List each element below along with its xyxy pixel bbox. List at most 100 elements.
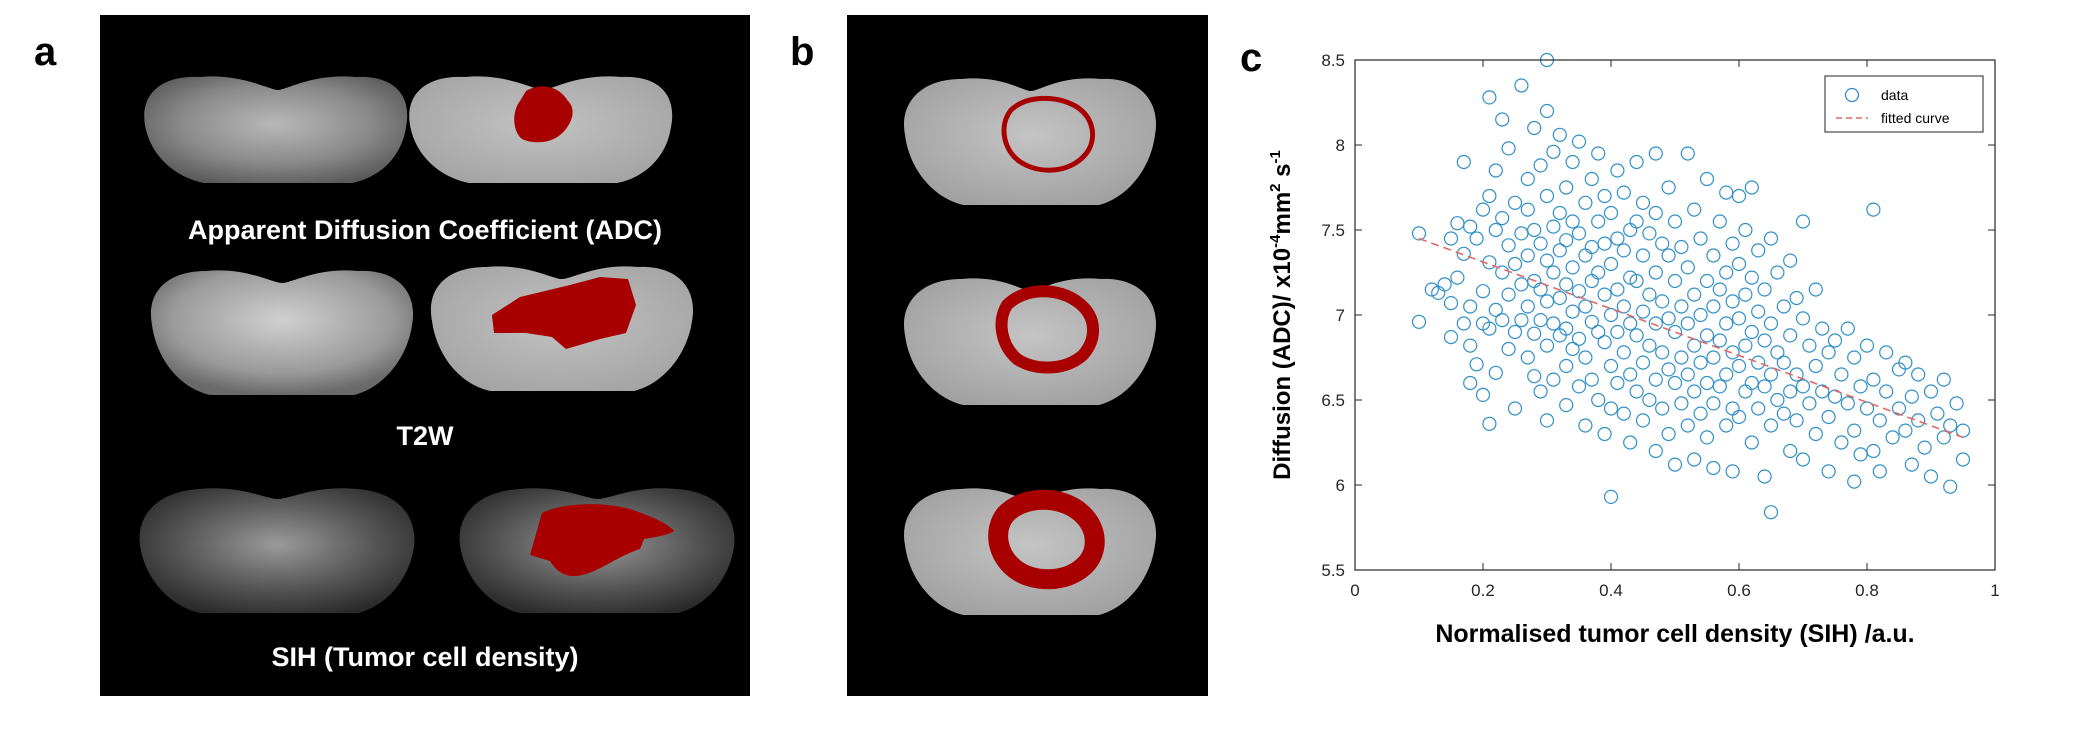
data-point-50	[1520, 248, 1535, 263]
data-point-26	[1482, 321, 1497, 336]
data-point-44	[1514, 78, 1529, 93]
data-point-109	[1591, 324, 1606, 340]
label-t2w: T2W	[396, 421, 454, 451]
y-axis-ticks: 5.5 6 6.5 7 7.5 8 8.5	[1321, 51, 1995, 580]
data-point-120	[1603, 401, 1619, 416]
data-point-207	[1719, 418, 1734, 433]
data-point-162	[1661, 248, 1676, 263]
data-point-220	[1738, 338, 1753, 353]
data-point-84	[1559, 358, 1574, 374]
data-point-112	[1597, 236, 1612, 251]
data-point-42	[1507, 324, 1523, 340]
data-point-34	[1495, 313, 1510, 328]
data-point-192	[1699, 375, 1715, 391]
data-point-172	[1674, 299, 1689, 314]
data-point-20	[1475, 284, 1491, 299]
data-point-38	[1501, 341, 1516, 357]
data-point-301	[1936, 430, 1951, 445]
data-point-71	[1546, 219, 1561, 234]
data-point-166	[1667, 214, 1683, 229]
legend-box	[1824, 75, 1984, 133]
data-point-106	[1591, 146, 1606, 161]
data-point-260	[1808, 358, 1823, 374]
data-point-263	[1815, 384, 1830, 399]
data-point-1	[1411, 314, 1427, 329]
data-point-59	[1533, 236, 1548, 251]
data-point-147	[1642, 226, 1657, 241]
data-point-237	[1763, 316, 1779, 331]
data-point-116	[1603, 205, 1619, 221]
data-point-241	[1770, 345, 1785, 360]
data-point-121	[1603, 489, 1619, 504]
data-point-150	[1642, 392, 1657, 408]
data-point-126	[1610, 375, 1625, 391]
data-point-225	[1744, 375, 1759, 391]
data-point-18	[1469, 357, 1484, 372]
data-point-212	[1725, 464, 1740, 479]
data-point-224	[1744, 324, 1759, 340]
data-point-133	[1623, 270, 1638, 285]
data-point-165	[1661, 426, 1676, 442]
panel-c-letter: c	[1240, 36, 1263, 80]
label-sih: SIH (Tumor cell density)	[271, 642, 579, 672]
data-point-101	[1584, 171, 1599, 187]
data-point-232	[1757, 333, 1772, 348]
data-point-28	[1488, 222, 1503, 238]
data-point-65	[1539, 188, 1555, 204]
data-point-46	[1514, 277, 1529, 292]
data-point-173	[1674, 350, 1689, 365]
tumor-mask-sih	[530, 504, 674, 577]
data-point-94	[1571, 331, 1587, 346]
data-point-152	[1648, 205, 1663, 221]
panel-a-brains	[139, 76, 735, 613]
data-point-75	[1552, 127, 1567, 142]
data-point-259	[1808, 282, 1823, 297]
data-point-215	[1731, 311, 1747, 326]
data-point-292	[1904, 389, 1919, 404]
data-point-146	[1635, 413, 1651, 428]
data-point-187	[1693, 355, 1708, 370]
data-point-7	[1443, 231, 1459, 246]
data-point-283	[1872, 413, 1887, 428]
data-point-17	[1469, 231, 1484, 246]
data-point-43	[1507, 401, 1523, 416]
data-point-30	[1488, 163, 1503, 178]
data-point-77	[1552, 243, 1567, 258]
data-point-66	[1539, 253, 1555, 268]
data-point-231	[1757, 282, 1772, 297]
data-point-248	[1783, 384, 1798, 399]
data-point-68	[1539, 338, 1555, 353]
data-point-155	[1648, 372, 1663, 387]
data-point-137	[1629, 154, 1644, 170]
data-point-296	[1917, 440, 1932, 455]
data-point-197	[1706, 396, 1721, 411]
data-point-281	[1866, 372, 1881, 387]
data-point-78	[1552, 290, 1567, 306]
data-point-98	[1578, 299, 1593, 314]
data-point-51	[1520, 299, 1535, 314]
data-point-151	[1648, 146, 1663, 161]
data-point-99	[1578, 350, 1593, 365]
data-point-136	[1623, 435, 1638, 450]
data-point-92	[1571, 226, 1587, 241]
data-point-302	[1943, 418, 1958, 433]
brain-b-row1	[904, 78, 1157, 205]
data-point-226	[1744, 435, 1759, 450]
data-point-89	[1565, 304, 1580, 319]
data-point-240	[1770, 265, 1785, 280]
data-point-60	[1533, 282, 1548, 297]
x-tick-label-4: 0.8	[1855, 581, 1879, 600]
data-point-208	[1725, 236, 1740, 251]
data-point-139	[1629, 273, 1644, 289]
data-point-171	[1674, 239, 1689, 255]
panel-a-letter: a	[34, 30, 57, 74]
plot-frame	[1354, 59, 1996, 571]
data-point-154	[1648, 316, 1663, 331]
y-tick-label-3: 7	[1336, 306, 1345, 325]
data-point-69	[1539, 413, 1555, 428]
data-point-244	[1776, 355, 1791, 370]
data-point-70	[1546, 144, 1561, 159]
data-point-217	[1731, 409, 1747, 425]
data-point-91	[1571, 134, 1587, 149]
roi-ring-row3	[988, 489, 1105, 590]
